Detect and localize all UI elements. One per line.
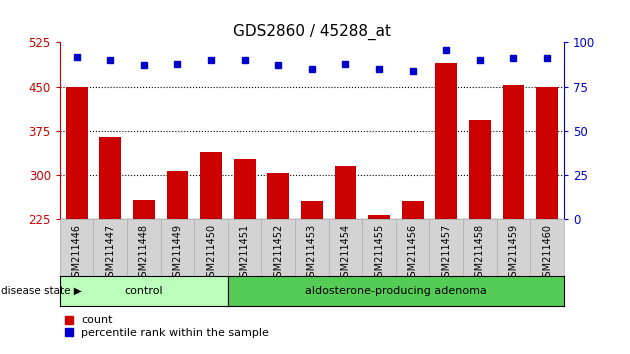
Title: GDS2860 / 45288_at: GDS2860 / 45288_at bbox=[233, 23, 391, 40]
Text: control: control bbox=[125, 286, 163, 296]
Bar bbox=[469, 120, 491, 219]
Bar bbox=[66, 87, 88, 219]
Text: GSM211446: GSM211446 bbox=[72, 224, 82, 283]
Text: GSM211459: GSM211459 bbox=[508, 224, 518, 283]
Bar bbox=[200, 152, 222, 219]
Bar bbox=[402, 201, 423, 219]
Text: GSM211452: GSM211452 bbox=[273, 224, 284, 283]
Text: GSM211450: GSM211450 bbox=[206, 224, 216, 283]
Bar bbox=[335, 166, 357, 219]
Legend: count, percentile rank within the sample: count, percentile rank within the sample bbox=[66, 315, 269, 337]
Bar bbox=[100, 137, 121, 219]
Text: GSM211454: GSM211454 bbox=[340, 224, 350, 283]
Text: GSM211449: GSM211449 bbox=[173, 224, 183, 283]
Bar bbox=[368, 215, 390, 219]
Bar bbox=[435, 63, 457, 219]
Text: GSM211447: GSM211447 bbox=[105, 224, 115, 283]
Text: GSM211456: GSM211456 bbox=[408, 224, 418, 283]
Text: aldosterone-producing adenoma: aldosterone-producing adenoma bbox=[305, 286, 487, 296]
Text: GSM211453: GSM211453 bbox=[307, 224, 317, 283]
Text: GSM211451: GSM211451 bbox=[239, 224, 249, 283]
Bar bbox=[503, 85, 524, 219]
Bar bbox=[267, 173, 289, 219]
Text: GSM211457: GSM211457 bbox=[441, 224, 451, 283]
Text: GSM211460: GSM211460 bbox=[542, 224, 552, 283]
Text: GSM211458: GSM211458 bbox=[475, 224, 485, 283]
Bar bbox=[234, 159, 256, 219]
Bar bbox=[536, 87, 558, 219]
Bar bbox=[166, 171, 188, 219]
Bar bbox=[301, 201, 323, 219]
Text: GSM211455: GSM211455 bbox=[374, 224, 384, 283]
Text: GSM211448: GSM211448 bbox=[139, 224, 149, 283]
Text: disease state ▶: disease state ▶ bbox=[1, 286, 81, 296]
Bar bbox=[133, 200, 155, 219]
